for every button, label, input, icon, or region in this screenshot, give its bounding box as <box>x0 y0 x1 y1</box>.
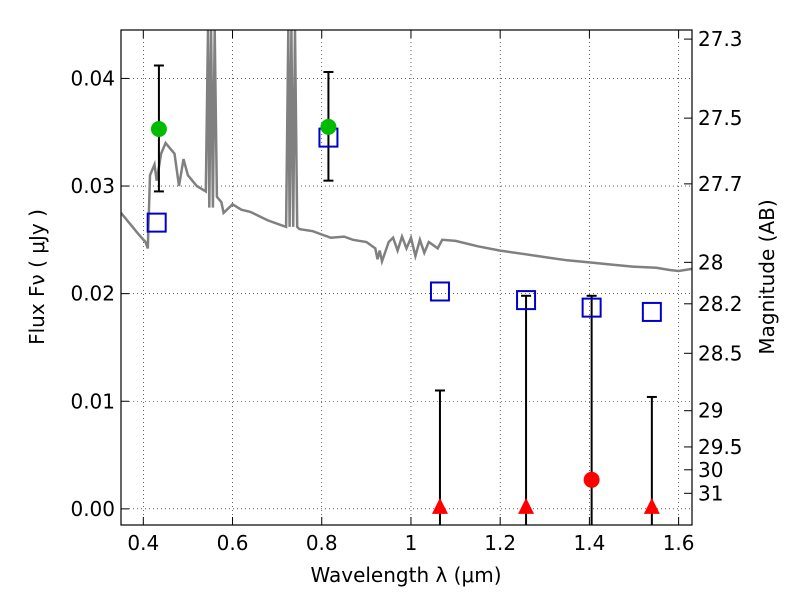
upper-limit-triangle <box>431 497 448 514</box>
model-photometry-square <box>641 301 662 322</box>
grid <box>121 30 692 525</box>
y2-axis-label: Magnitude (AB) <box>755 199 779 354</box>
y2-tick-label: 28.5 <box>698 341 743 365</box>
x-tick-label: 0.4 <box>127 531 159 555</box>
y-tick-label: 0.02 <box>70 282 115 306</box>
upper-limit-triangle <box>643 497 660 514</box>
model-photometry-square <box>429 281 450 302</box>
x-tick-label: 1.2 <box>484 531 516 555</box>
x-tick-label: 1 <box>405 531 418 555</box>
plot-frame <box>120 29 693 526</box>
detection-point <box>320 118 337 135</box>
tick-labels: 0.4 0.6 0.8 1 1.2 1.4 1.6 0.00 0.01 0.02 0.03 0.04 2… <box>70 27 742 555</box>
axis-ticks <box>121 30 692 525</box>
y-tick-label: 0.03 <box>70 174 115 198</box>
y2-tick-label: 30 <box>698 458 723 482</box>
x-tick-label: 1.6 <box>663 531 695 555</box>
y-tick-label: 0.04 <box>70 66 115 90</box>
sed-model-line <box>121 30 692 273</box>
y2-tick-label: 29 <box>698 399 723 423</box>
y2-tick-label: 27.5 <box>698 106 743 130</box>
detection-point <box>150 121 167 137</box>
y-axis-label: Flux Fν ( μJy ) <box>25 209 49 345</box>
y2-tick-label: 27.7 <box>698 172 743 196</box>
y2-tick-label: 28 <box>698 250 723 274</box>
model-photometry-square <box>581 297 602 318</box>
x-tick-label: 0.6 <box>217 531 249 555</box>
y2-tick-label: 28.2 <box>698 292 743 316</box>
y-tick-label: 0.00 <box>70 497 115 521</box>
upper-limit-point <box>583 471 600 488</box>
y2-tick-label: 27.3 <box>698 27 743 51</box>
x-tick-label: 0.8 <box>306 531 338 555</box>
model-photometry <box>146 127 662 322</box>
x-axis-label: Wavelength λ (μm) <box>310 563 501 587</box>
observed-photometry <box>150 118 660 514</box>
y2-tick-label: 29.5 <box>698 435 743 459</box>
model-photometry-square <box>146 212 167 233</box>
errorbars <box>153 64 657 525</box>
upper-limit-triangle <box>518 497 535 514</box>
y2-tick-label: 31 <box>698 481 723 505</box>
y-tick-label: 0.01 <box>70 389 115 413</box>
x-tick-label: 1.4 <box>573 531 605 555</box>
model-photometry-square <box>516 290 537 311</box>
